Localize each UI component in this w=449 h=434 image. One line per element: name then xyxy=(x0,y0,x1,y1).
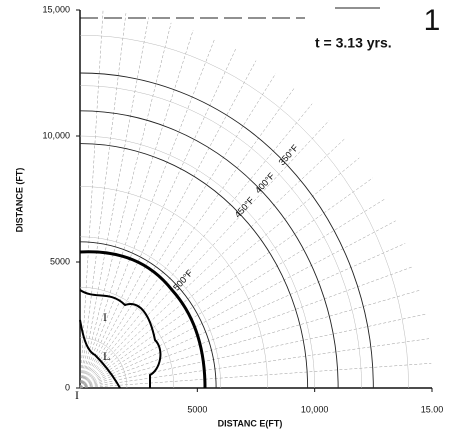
region-label: I xyxy=(103,310,107,324)
region-label: I xyxy=(75,388,79,402)
streamline xyxy=(79,120,330,389)
grid-arc xyxy=(79,236,222,389)
streamline xyxy=(79,10,104,389)
inner-front xyxy=(79,289,162,389)
streamline xyxy=(79,17,149,389)
streamline xyxy=(79,289,421,389)
grid-arc xyxy=(79,337,128,389)
streamline xyxy=(79,314,426,389)
isotherm-label: 350°F xyxy=(277,142,301,167)
grid-arc xyxy=(79,34,409,389)
isotherm-label: 450°F xyxy=(233,195,257,220)
isotherm xyxy=(79,72,374,389)
isotherm xyxy=(79,110,339,389)
grid-arc xyxy=(79,85,362,389)
streamline xyxy=(79,29,194,389)
x-tick-label: 10,000 xyxy=(301,404,329,414)
grid-arc xyxy=(79,186,268,389)
streamline xyxy=(79,338,430,389)
panel-label: 1 xyxy=(424,4,441,37)
x-axis-label: DISTANC E(FT) xyxy=(218,418,283,428)
streamline xyxy=(79,38,215,389)
isotherm xyxy=(79,143,309,389)
x-tick-label: 15.00 xyxy=(421,404,444,414)
streamline xyxy=(79,177,373,389)
isotherm-label: 400°F xyxy=(253,170,277,195)
y-tick-label: 5000 xyxy=(50,256,70,266)
region-label: L xyxy=(103,349,110,363)
y-axis-label: DISTANCE (FT) xyxy=(14,168,24,233)
streamline xyxy=(79,243,406,389)
streamline xyxy=(79,363,432,389)
streamline xyxy=(79,73,276,389)
y-tick-label: 10,000 xyxy=(42,130,70,140)
isotherm xyxy=(79,241,217,389)
isotherm-label: 500°F xyxy=(171,268,195,293)
y-tick-label: 15,000 xyxy=(42,4,70,14)
x-tick-label: 5000 xyxy=(187,404,207,414)
streamline xyxy=(79,48,236,389)
y-tick-label: 0 xyxy=(65,382,70,392)
chart-title: t = 3.13 yrs. xyxy=(315,35,392,51)
front xyxy=(79,250,207,389)
streamline xyxy=(79,13,127,389)
grid-arc xyxy=(79,135,315,389)
streamline xyxy=(79,22,172,389)
streamline xyxy=(79,60,257,389)
